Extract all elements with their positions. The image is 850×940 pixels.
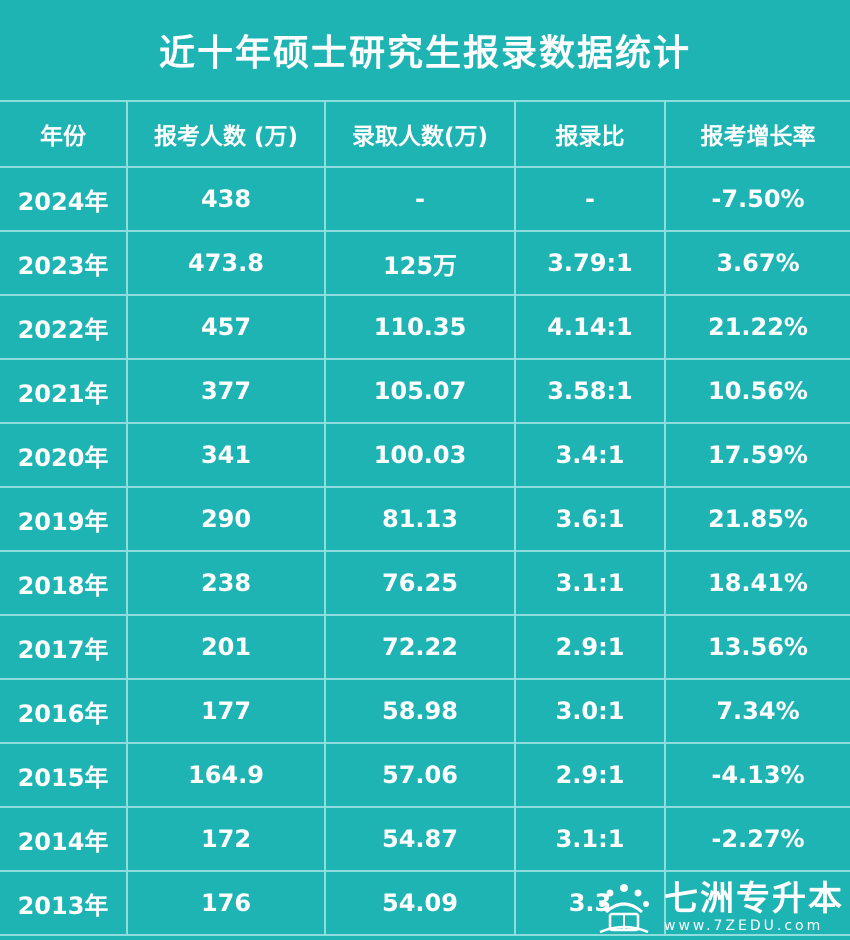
cell-growth: 13.56%: [708, 633, 808, 661]
table-row: 2018年 238 76.25 3.1:1 18.41%: [0, 552, 850, 616]
cell-admitted: 105.07: [326, 360, 516, 422]
cell-admitted: 76.25: [326, 552, 516, 614]
cell-admitted: 100.03: [326, 424, 516, 486]
data-table: 年份 报考人数 (万) 录取人数(万) 报录比 报考增长率 2024年 438- -…: [0, 100, 850, 936]
cell-growth: 21.22%: [708, 313, 808, 341]
table-row: 2023年 473.8 125万 3.79:1 3.67%: [0, 232, 850, 296]
cell-growth: -7.50%: [711, 185, 805, 213]
cell-ratio: 3.0:1: [516, 680, 666, 742]
table-row: 2020年 341 100.03 3.4:1 17.59%: [0, 424, 850, 488]
cell-growth: 10.56%: [708, 377, 808, 405]
cell-year: 2024年: [0, 168, 128, 230]
cell-applicants: 177: [128, 680, 326, 742]
column-header-year: 年份: [0, 102, 128, 166]
column-header-ratio: 报录比: [516, 102, 666, 166]
cell-year: 2017年: [0, 616, 128, 678]
cell-applicants: 201: [128, 616, 326, 678]
watermark-name: 七洲专升本: [664, 879, 844, 919]
table-row: 2016年 177 58.98 3.0:1 7.34%: [0, 680, 850, 744]
watermark-url: www.7ZEDU.com: [664, 918, 824, 934]
cell-applicants: 172: [128, 808, 326, 870]
cell-admitted: 125万: [326, 232, 516, 294]
column-header-growth: 报考增长率: [700, 124, 816, 150]
cell-admitted: 57.06: [326, 744, 516, 806]
cell-applicants: 238: [128, 552, 326, 614]
table-row: 2017年 201 72.22 2.9:1 13.56%: [0, 616, 850, 680]
cell-growth: 21.85%: [708, 505, 808, 533]
cell-applicants: 377: [128, 360, 326, 422]
cell-year: 2013年: [0, 872, 128, 934]
cell-applicants: 176: [128, 872, 326, 934]
table-row: 2014年 172 54.87 3.1:1 -2.27%: [0, 808, 850, 872]
cell-applicants: 341: [128, 424, 326, 486]
cell-year: 2015年: [0, 744, 128, 806]
cell-admitted: 72.22: [326, 616, 516, 678]
cell-growth: 18.41%: [708, 569, 808, 597]
watermark-logo: 七洲专升本 www.7ZEDU.com: [592, 878, 844, 936]
cell-admitted: 58.98: [326, 680, 516, 742]
table-row: 2022年 457 110.35 4.14:1 21.22%: [0, 296, 850, 360]
cell-admitted: 54.09: [326, 872, 516, 934]
logo-icon: [592, 878, 656, 936]
cell-applicants: 473.8: [128, 232, 326, 294]
cell-year: 2023年: [0, 232, 128, 294]
table-row: 2013年 176 54.09 3.3: [0, 872, 850, 936]
cell-ratio: 3.1:1: [516, 808, 666, 870]
cell-year: 2020年: [0, 424, 128, 486]
cell-applicants: 438: [128, 168, 326, 230]
cell-ratio: 3.4:1: [516, 424, 666, 486]
cell-ratio: 3.6:1: [516, 488, 666, 550]
cell-ratio: -: [516, 168, 666, 230]
table-header-row: 年份 报考人数 (万) 录取人数(万) 报录比 报考增长率: [0, 102, 850, 168]
cell-year: 2022年: [0, 296, 128, 358]
cell-year: 2016年: [0, 680, 128, 742]
cell-growth: 3.67%: [716, 249, 800, 277]
cell-ratio: 3.79:1: [516, 232, 666, 294]
cell-year: 2019年: [0, 488, 128, 550]
table-row: 2019年 290 81.13 3.6:1 21.85%: [0, 488, 850, 552]
cell-growth: -4.13%: [711, 761, 805, 789]
cell-ratio: 3.1:1: [516, 552, 666, 614]
column-header-admitted: 录取人数(万): [326, 102, 516, 166]
cell-year: 2021年: [0, 360, 128, 422]
cell-ratio: 2.9:1: [516, 616, 666, 678]
cell-applicants: 164.9: [128, 744, 326, 806]
cell-applicants: 457: [128, 296, 326, 358]
cell-growth: 7.34%: [716, 697, 800, 725]
cell-ratio: 2.9:1: [516, 744, 666, 806]
table-row: 2024年 438- - -7.50%: [0, 168, 850, 232]
cell-admitted: -: [326, 168, 516, 230]
cell-growth: -2.27%: [711, 825, 805, 853]
cell-admitted: 110.35: [326, 296, 516, 358]
table-row: 2015年 164.9 57.06 2.9:1 -4.13%: [0, 744, 850, 808]
table-row: 2021年 377 105.07 3.58:1 10.56%: [0, 360, 850, 424]
cell-ratio: 3.58:1: [516, 360, 666, 422]
cell-year: 2014年: [0, 808, 128, 870]
cell-admitted: 54.87: [326, 808, 516, 870]
column-header-applicants: 报考人数 (万): [128, 102, 326, 166]
cell-admitted: 81.13: [326, 488, 516, 550]
cell-growth: 17.59%: [708, 441, 808, 469]
page-title: 近十年硕士研究生报录数据统计: [158, 33, 691, 74]
cell-year: 2018年: [0, 552, 128, 614]
cell-applicants: 290: [128, 488, 326, 550]
cell-ratio: 4.14:1: [516, 296, 666, 358]
